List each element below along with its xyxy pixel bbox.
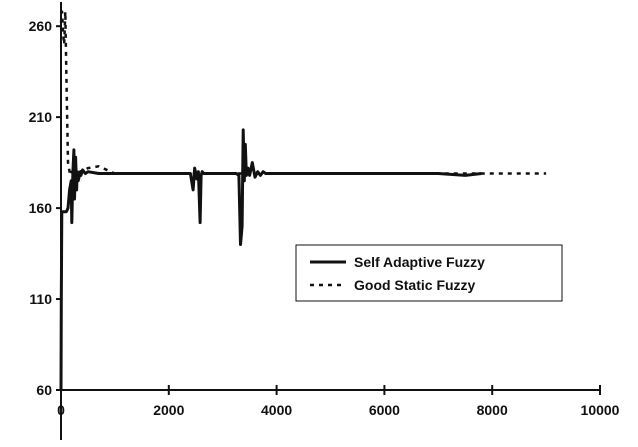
y-tick-label: 210 [29, 109, 53, 125]
legend-label: Good Static Fuzzy [354, 277, 476, 293]
y-tick-label: 60 [36, 382, 52, 398]
x-tick-label: 10000 [581, 402, 620, 418]
x-ticks: 0 2000 4000 6000 8000 10000 [57, 385, 620, 418]
y-ticks: 60 110 160 210 260 [29, 18, 61, 398]
x-tick-label: 8000 [477, 402, 508, 418]
y-tick-label: 260 [29, 18, 53, 34]
legend: Self Adaptive Fuzzy Good Static Fuzzy [295, 244, 563, 302]
axes [60, 2, 600, 440]
y-tick-label: 110 [29, 291, 52, 307]
y-tick-label: 160 [29, 200, 53, 216]
x-tick-label: 6000 [369, 402, 400, 418]
legend-label: Self Adaptive Fuzzy [354, 254, 485, 270]
series-good-static-fuzzy-line [59, 10, 547, 177]
x-tick-label: 2000 [153, 402, 184, 418]
series-self-adaptive-fuzzy-line [59, 128, 482, 391]
x-tick-label: 0 [57, 402, 65, 418]
legend-box [295, 244, 563, 302]
series-layer [59, 10, 547, 391]
legend-items: Self Adaptive Fuzzy Good Static Fuzzy [310, 254, 485, 293]
x-tick-label: 4000 [261, 402, 292, 418]
